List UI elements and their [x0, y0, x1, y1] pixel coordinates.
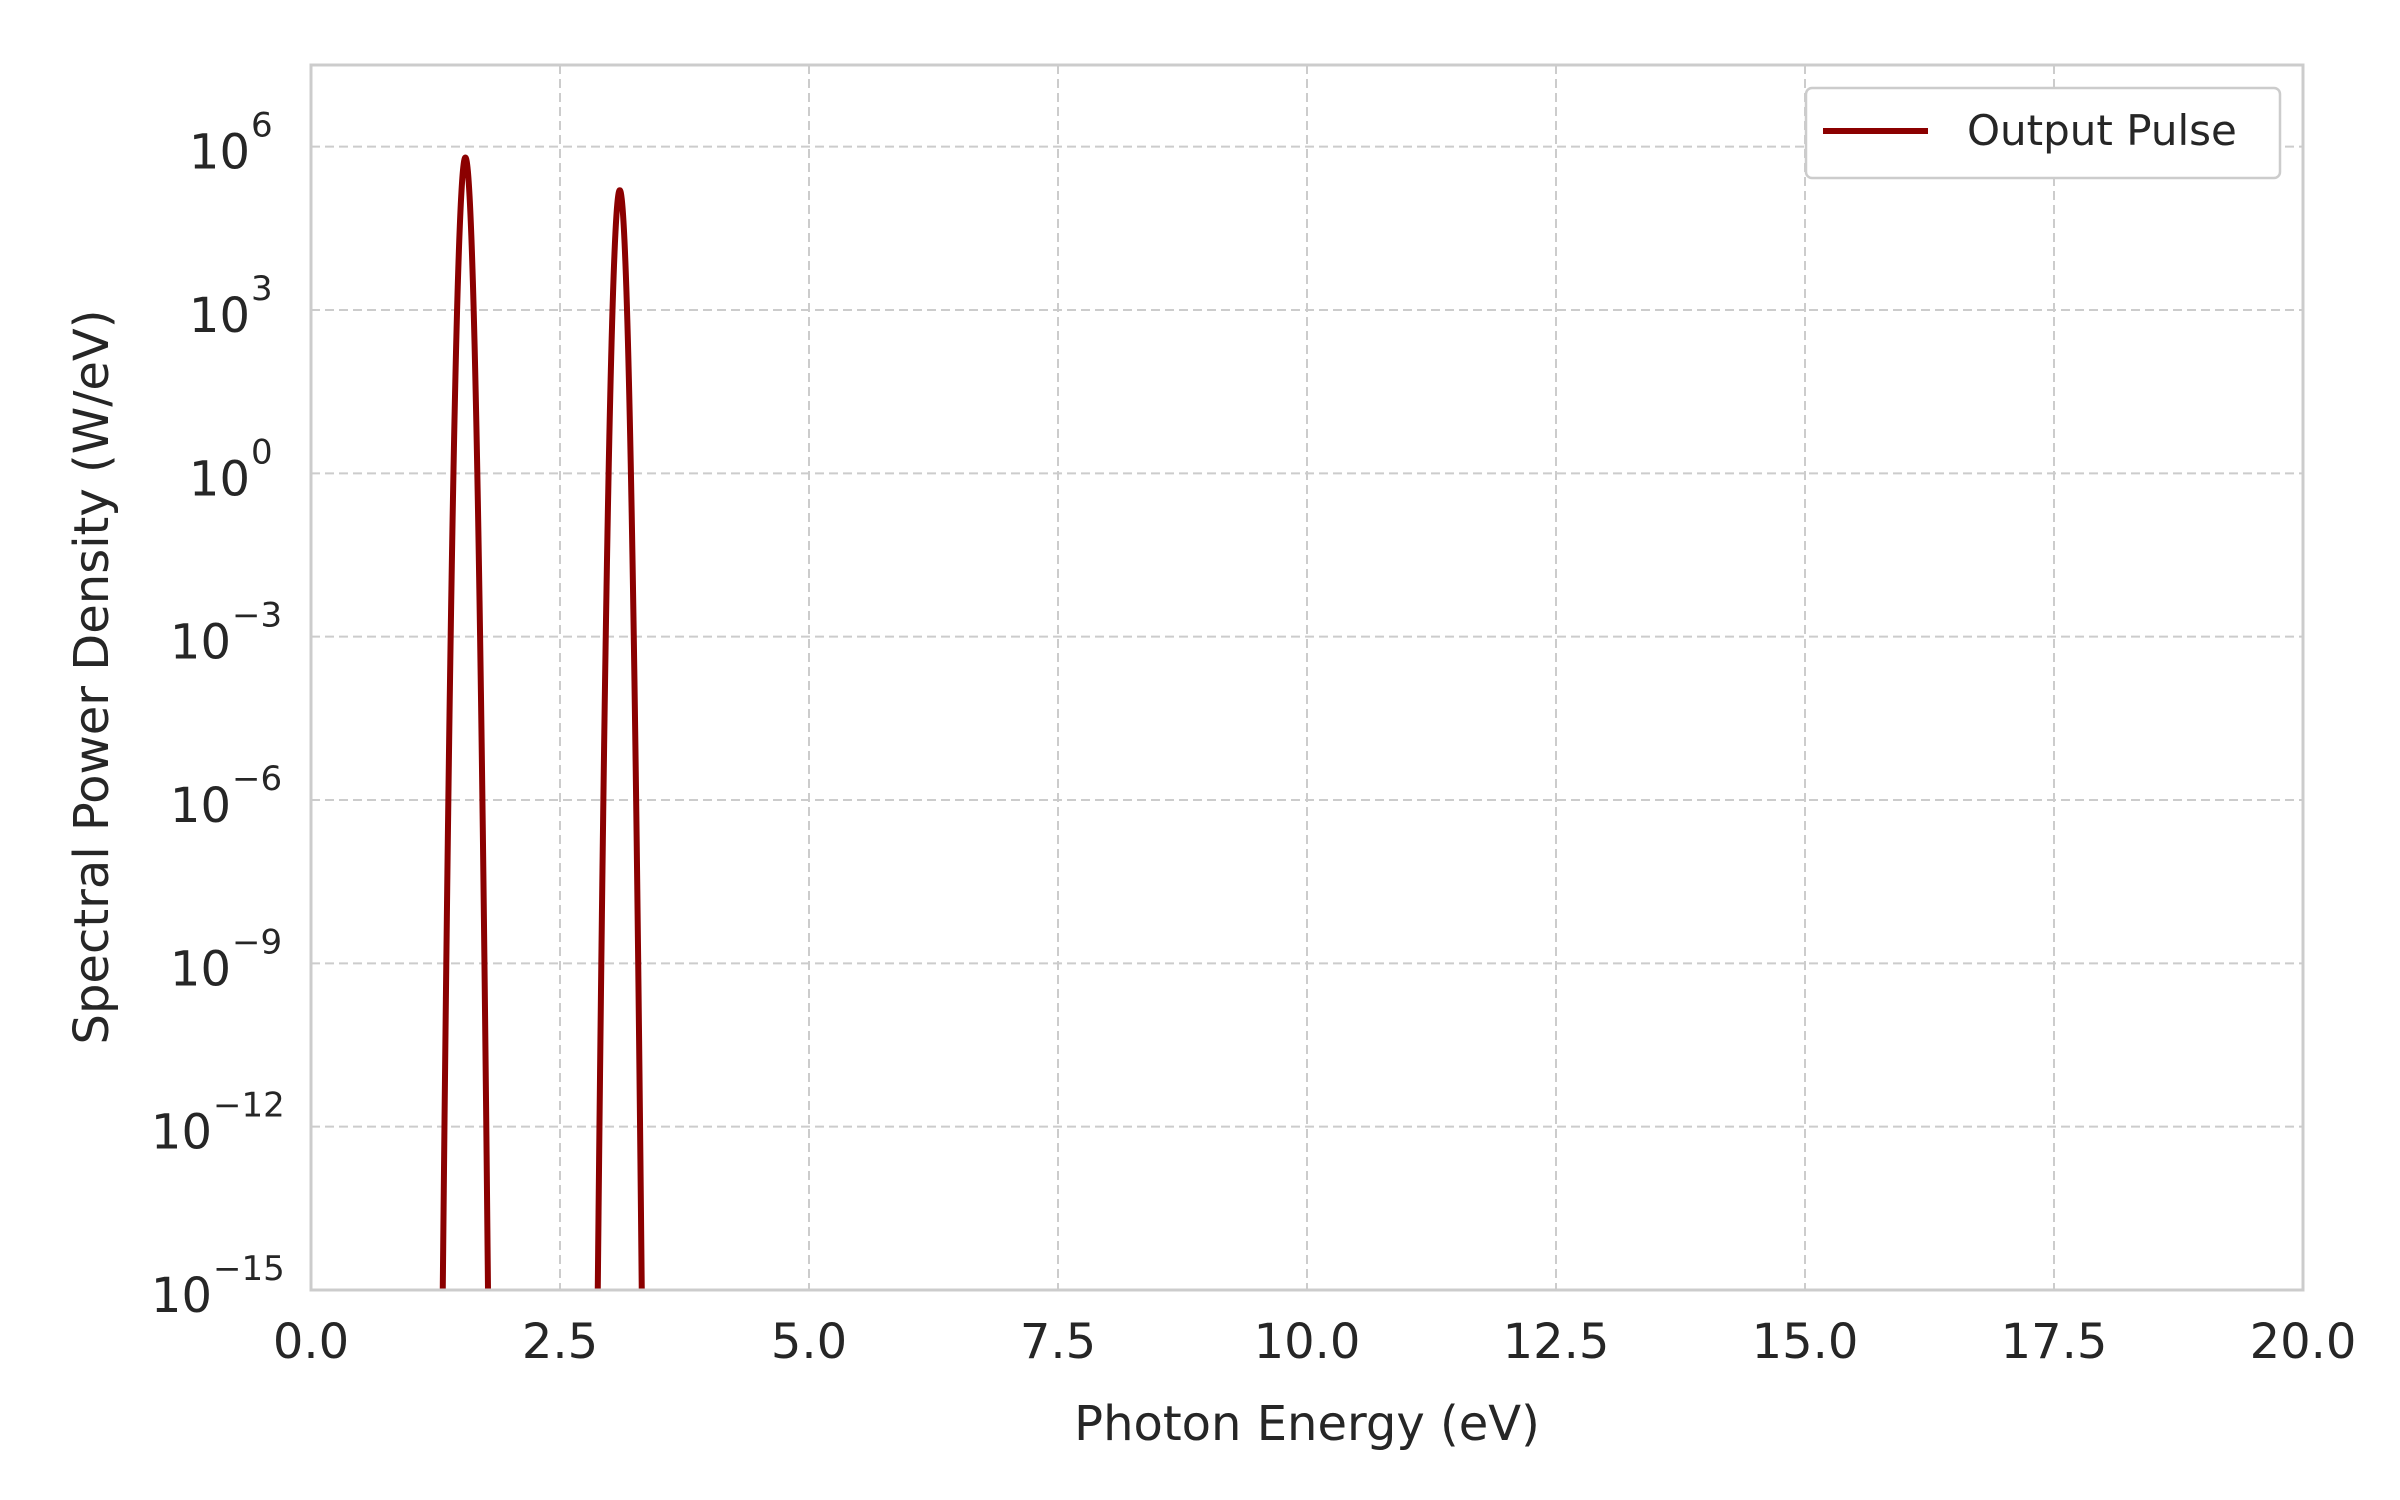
x-tick-label: 10.0 — [1254, 1314, 1361, 1370]
y-tick-base: 10 — [151, 1268, 212, 1324]
y-tick-exponent: −9 — [232, 922, 282, 962]
y-tick-base: 10 — [189, 451, 250, 507]
series-peak — [439, 154, 491, 1290]
legend-label: Output Pulse — [1967, 106, 2237, 155]
x-tick-label: 7.5 — [1020, 1314, 1096, 1370]
y-tick-base: 10 — [170, 615, 231, 671]
y-tick-label: 10 −6 — [170, 759, 282, 834]
x-ticks: 0.0 2.5 5.0 7.5 10.0 12.5 15.0 17.5 20.0 — [273, 1314, 2357, 1370]
legend: Output Pulse — [1804, 86, 2282, 180]
y-tick-exponent: −15 — [213, 1249, 285, 1289]
series-layer — [439, 154, 645, 1290]
legend-box — [1804, 86, 2282, 180]
y-axis-title: Spectral Power Density (W/eV) — [64, 310, 120, 1045]
x-tick-label: 0.0 — [273, 1314, 349, 1370]
y-tick-exponent: −6 — [232, 759, 282, 799]
y-tick-label: 10 −15 — [151, 1249, 285, 1324]
y-tick-label: 10 0 — [189, 432, 273, 507]
x-axis-title: Photon Energy (eV) — [1074, 1396, 1540, 1452]
x-tick-label: 20.0 — [2250, 1314, 2357, 1370]
y-tick-label: 10 −9 — [170, 922, 282, 997]
x-tick-label: 17.5 — [2001, 1314, 2108, 1370]
y-tick-exponent: −3 — [232, 596, 282, 636]
y-tick-label: 10 −12 — [151, 1086, 285, 1161]
y-tick-base: 10 — [170, 941, 231, 997]
y-tick-exponent: 0 — [251, 432, 273, 472]
y-tick-exponent: −12 — [213, 1086, 285, 1126]
y-tick-label: 10 −3 — [170, 596, 282, 671]
y-tick-base: 10 — [151, 1105, 212, 1161]
series-peak — [594, 187, 645, 1290]
y-tick-base: 10 — [189, 125, 250, 181]
y-tick-exponent: 6 — [251, 106, 273, 146]
x-tick-label: 2.5 — [522, 1314, 598, 1370]
y-tick-exponent: 3 — [251, 269, 273, 309]
x-tick-label: 15.0 — [1752, 1314, 1859, 1370]
plot-frame — [309, 63, 2305, 1292]
y-tick-base: 10 — [170, 778, 231, 834]
y-tick-base: 10 — [189, 288, 250, 344]
grid — [311, 65, 2303, 1290]
y-tick-label: 10 6 — [189, 106, 273, 181]
x-tick-label: 5.0 — [771, 1314, 847, 1370]
y-tick-label: 10 3 — [189, 269, 273, 344]
x-tick-label: 12.5 — [1503, 1314, 1610, 1370]
